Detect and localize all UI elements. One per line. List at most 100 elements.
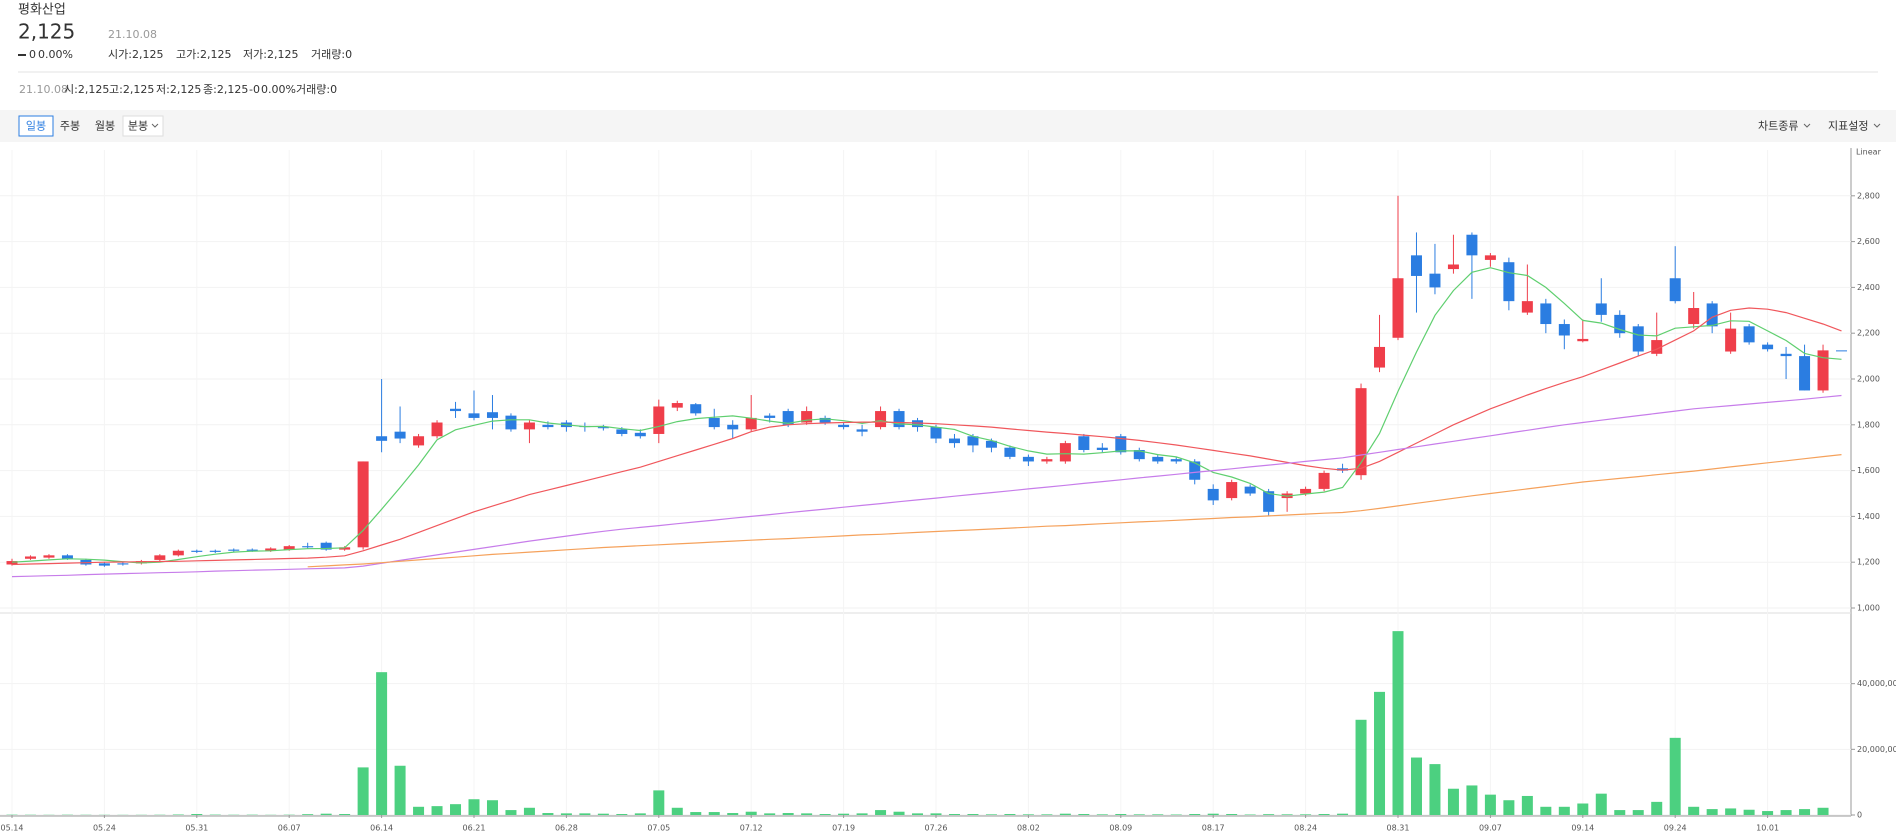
volume-bar	[468, 799, 480, 815]
summary-change: -0	[249, 83, 260, 96]
candle-body	[1725, 328, 1737, 352]
volume-bar	[1059, 813, 1071, 815]
period-label[interactable]: 일봉	[26, 119, 46, 133]
x-tick-label: 08.24	[1294, 824, 1317, 833]
low-info: 저가:2,125	[243, 48, 298, 61]
candle-body	[1429, 273, 1441, 288]
candle-body	[523, 422, 535, 430]
volume-bar	[339, 814, 351, 815]
volume-bar	[1096, 814, 1108, 815]
volume-bar	[838, 813, 850, 815]
candle-body	[61, 555, 73, 559]
x-tick-label: 08.31	[1387, 824, 1410, 833]
indicator-menu[interactable]: 지표설정	[1828, 120, 1868, 133]
candle-body	[1503, 262, 1515, 302]
volume-bar	[1503, 800, 1515, 815]
volume-bar	[1115, 814, 1127, 815]
volume-bar	[985, 814, 997, 815]
volume-bar	[671, 807, 683, 815]
candle-body	[1115, 436, 1127, 453]
candle-body	[283, 546, 295, 550]
candle-body	[450, 408, 462, 412]
candle-body	[1632, 326, 1644, 352]
chevron	[1873, 123, 1881, 128]
volume-bar	[1263, 814, 1275, 815]
candle-body	[1078, 436, 1090, 450]
period-label[interactable]: 월봉	[95, 120, 115, 133]
volume-bar	[912, 813, 924, 815]
period-label[interactable]: 주봉	[60, 120, 80, 133]
summary-volume: 거래량:0	[296, 83, 337, 96]
candle-body	[838, 424, 850, 428]
minute-button[interactable]	[122, 115, 164, 137]
candle-body	[1540, 303, 1552, 325]
change: 0	[29, 48, 36, 61]
candle-body	[1022, 456, 1034, 462]
summary-change-rate: 0.00%	[261, 83, 296, 96]
x-tick-label: 05.31	[185, 824, 208, 833]
volume-bar	[745, 811, 757, 815]
summary-high: 고:2,125	[109, 83, 154, 96]
candle-body	[856, 429, 868, 432]
volume-bar	[1133, 814, 1145, 815]
candle-body	[339, 547, 351, 550]
volume-bar	[1004, 814, 1016, 815]
volume-bar	[560, 813, 572, 815]
candle-body	[1374, 346, 1386, 368]
y-tick-label: 1,000	[1857, 604, 1880, 613]
volume-bar	[1466, 785, 1478, 815]
volume-bar	[1595, 793, 1607, 815]
candle-body	[1355, 388, 1367, 476]
y-tick-label: 2,000	[1857, 375, 1880, 384]
summary-open: 시:2,125	[64, 83, 109, 96]
x-tick-label: 07.12	[740, 824, 763, 833]
candle-body	[376, 436, 388, 441]
volume-bar	[1337, 813, 1349, 815]
candle-body	[745, 417, 757, 430]
candle-body	[98, 563, 110, 566]
candle-body	[228, 549, 240, 551]
candle-body	[1688, 308, 1700, 325]
volume-bar	[1041, 814, 1053, 815]
open-info: 시가:2,125	[108, 48, 163, 61]
volume-bar	[1374, 691, 1386, 815]
candle-body	[1614, 314, 1626, 334]
chart-type-menu[interactable]: 차트종류	[1758, 120, 1798, 133]
volume-bar	[1521, 795, 1533, 815]
candle-body	[1059, 443, 1071, 462]
x-tick-label: 08.02	[1017, 824, 1040, 833]
volume-bar	[708, 812, 720, 815]
volume-bar	[1429, 764, 1441, 815]
candle-body	[893, 411, 905, 428]
moving-average-line	[11, 307, 1842, 566]
volume-bar	[1780, 810, 1792, 815]
candle-body	[1263, 491, 1275, 512]
candle-body	[1762, 344, 1774, 350]
volume-bar	[653, 790, 665, 815]
candle-body	[1004, 447, 1016, 457]
summary-low: 저:2,125	[156, 83, 201, 96]
candle-body	[653, 406, 665, 434]
candle-body	[1817, 350, 1829, 391]
volume-bar	[1577, 803, 1589, 815]
y-tick-label: 20,000,000	[1857, 745, 1896, 754]
candle-body	[302, 546, 314, 548]
candle-body	[1041, 459, 1053, 462]
y-tick-label: 2,800	[1857, 191, 1880, 200]
candle-body	[43, 555, 55, 558]
candle-body	[1669, 278, 1681, 302]
price-date: 21.10.08	[108, 28, 157, 41]
x-tick-label: 06.14	[370, 824, 393, 833]
volume-bar	[1318, 814, 1330, 815]
candle-body	[468, 413, 480, 418]
volume-bar	[1669, 737, 1681, 815]
candle-body	[1780, 353, 1792, 357]
period-label[interactable]: 분봉	[128, 120, 148, 133]
volume-bar	[1022, 814, 1034, 815]
period-button-active[interactable]	[18, 115, 54, 137]
scale-label: Linear	[1856, 148, 1882, 157]
moving-average-line	[11, 394, 1842, 578]
volume-bar	[875, 810, 887, 815]
candle-body	[1651, 340, 1663, 354]
